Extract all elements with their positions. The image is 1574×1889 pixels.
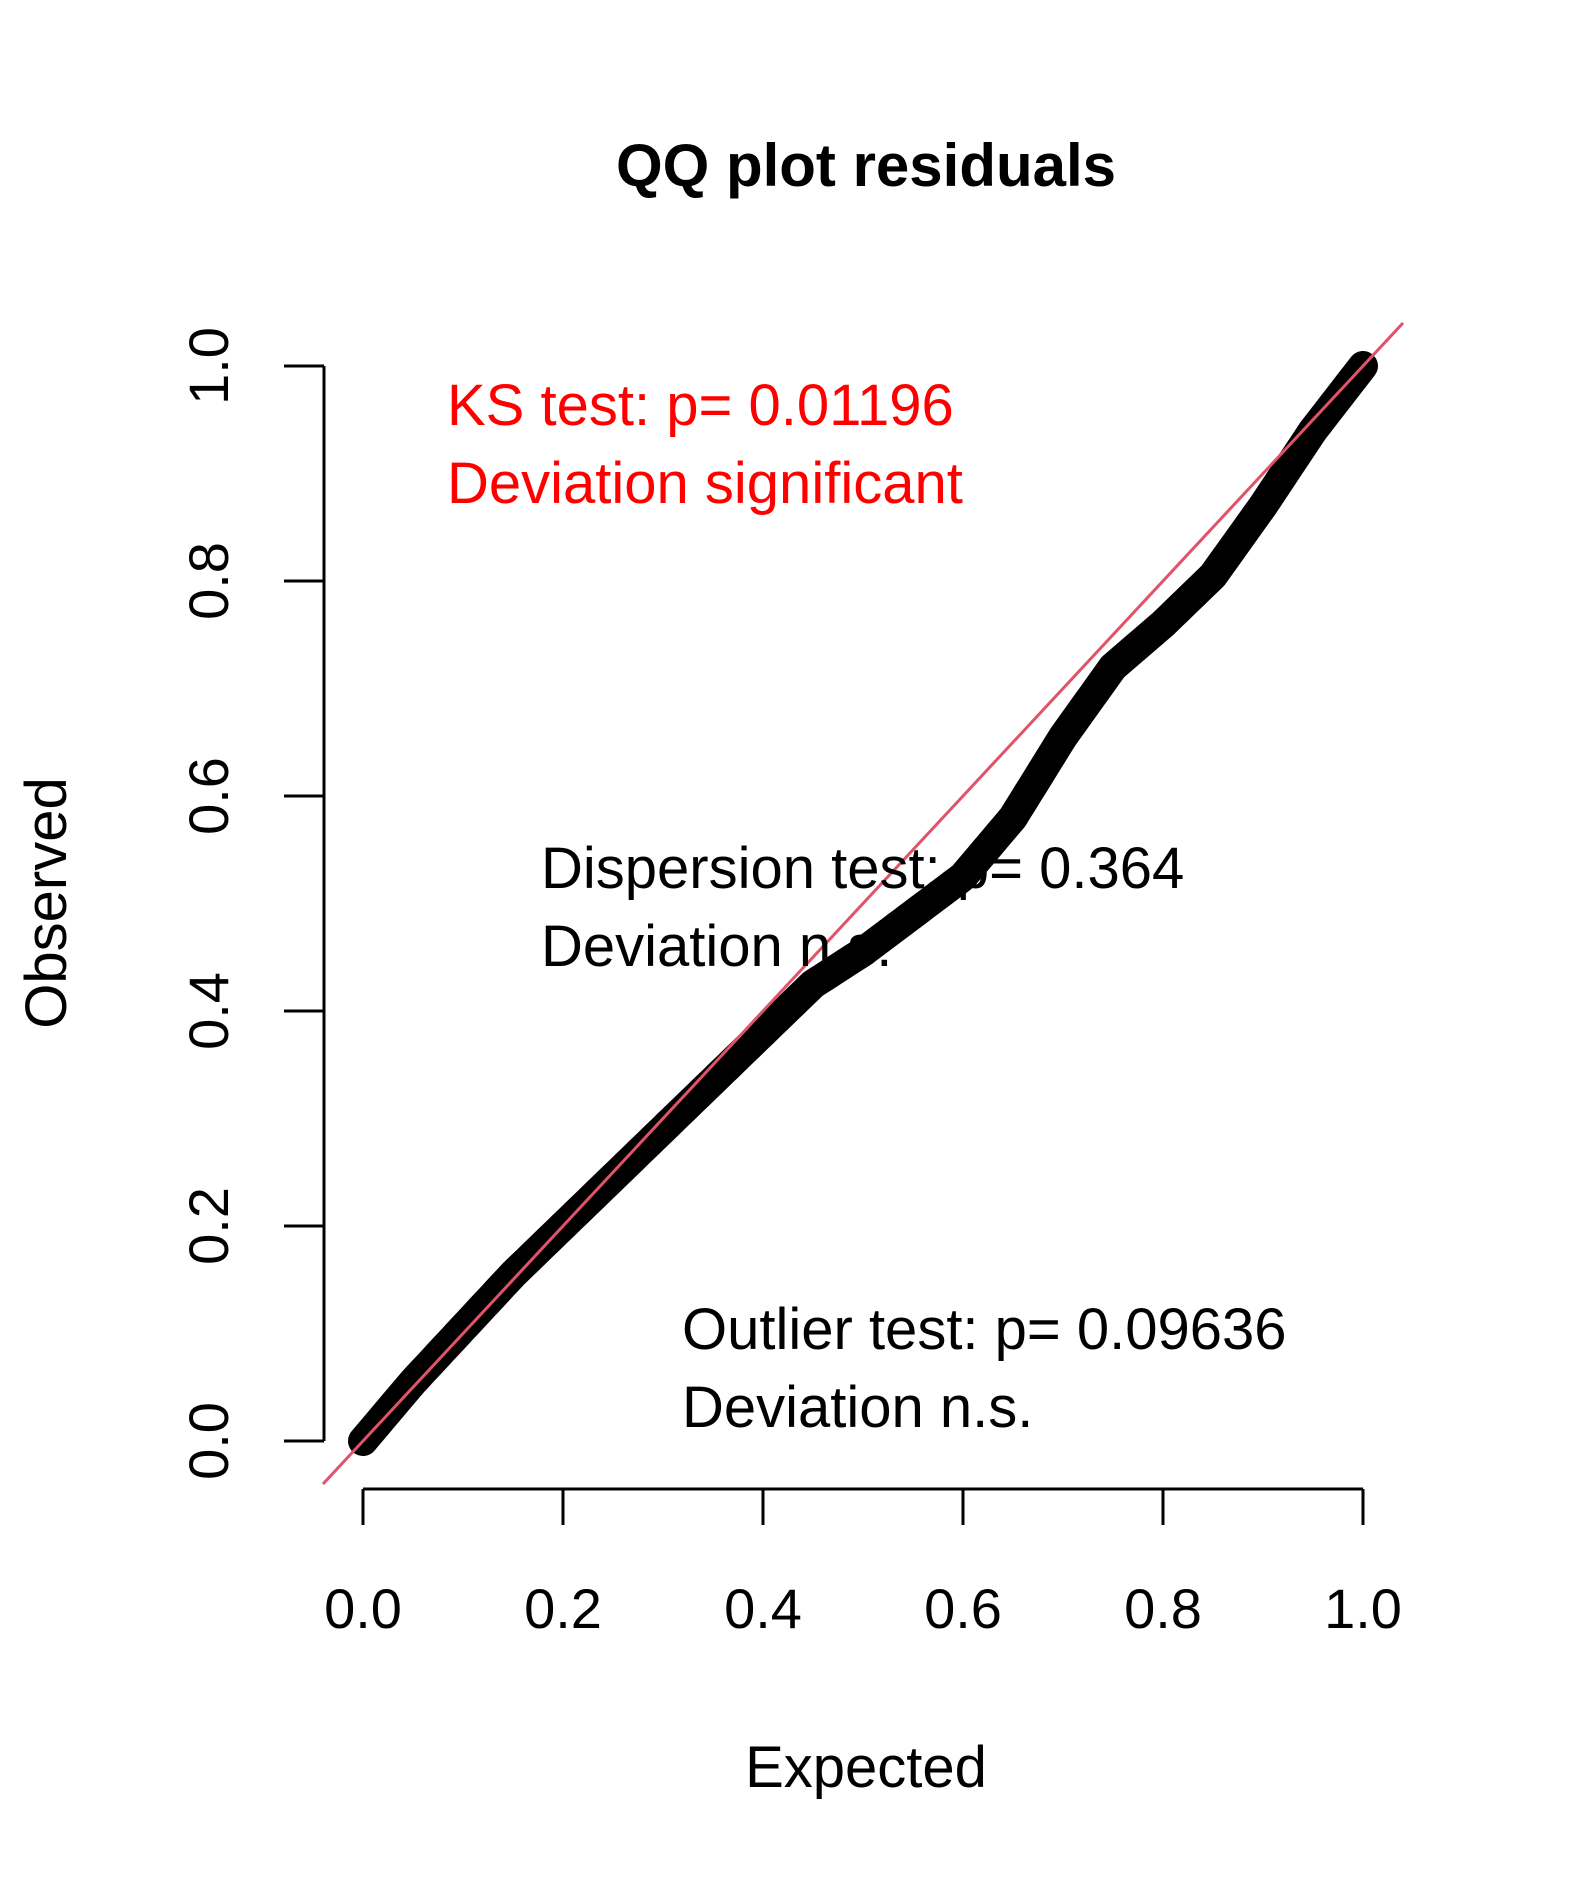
chart-title: QQ plot residuals (616, 132, 1116, 199)
data-point (599, 1163, 627, 1192)
plot-area (321, 321, 1405, 1486)
annotation-line: KS test: p= 0.01196 (447, 373, 954, 438)
data-point (1249, 491, 1277, 520)
data-point (399, 1367, 427, 1396)
y-axis-label: Observed (14, 777, 79, 1028)
y-tick-label: 1.0 (177, 327, 240, 405)
data-point (1049, 722, 1077, 751)
y-tick-label: 0.0 (177, 1402, 240, 1480)
data-point (699, 1066, 727, 1095)
data-point (999, 803, 1027, 832)
data-point (949, 862, 977, 891)
data-point (649, 1115, 677, 1144)
data-point (1149, 610, 1177, 638)
annotation-line: Deviation significant (447, 451, 963, 516)
data-point (849, 937, 877, 966)
x-tick-label: 0.4 (724, 1577, 802, 1640)
annotation-line: Deviation n.s. (541, 914, 892, 979)
data-point (449, 1314, 477, 1343)
data-point (1099, 653, 1127, 681)
x-tick-label: 0.8 (1124, 1577, 1202, 1640)
x-tick-label: 1.0 (1324, 1577, 1402, 1640)
data-point (499, 1260, 527, 1289)
data-point (899, 900, 927, 929)
data-point (1299, 416, 1327, 445)
x-tick-label: 0.0 (324, 1577, 402, 1640)
y-tick-label: 0.4 (177, 972, 240, 1050)
axes: 0.0 0.2 0.4 0.6 0.8 1.0 0.0 0.2 0.4 0.6 0.8 1.0 (177, 327, 1402, 1640)
x-ticks: 0.0 0.2 0.4 0.6 0.8 1.0 (324, 1489, 1402, 1640)
x-tick-label: 0.2 (524, 1577, 602, 1640)
x-tick-label: 0.6 (924, 1577, 1002, 1640)
x-axis-label: Expected (745, 1735, 987, 1800)
data-point (1199, 561, 1227, 590)
data-point (749, 1018, 777, 1047)
annotations: KS test: p= 0.01196 Deviation significant… (447, 373, 1287, 1440)
data-point (799, 970, 827, 999)
y-tick-label: 0.2 (177, 1187, 240, 1265)
reference-line (321, 321, 1405, 1486)
annotation-line: Deviation n.s. (682, 1375, 1033, 1440)
y-ticks: 0.0 0.2 0.4 0.6 0.8 1.0 (177, 327, 324, 1480)
annotation-line: Dispersion test: p= 0.364 (541, 836, 1184, 901)
annotation-line: Outlier test: p= 0.09636 (682, 1297, 1287, 1362)
y-tick-label: 0.8 (177, 542, 240, 620)
y-tick-label: 0.6 (177, 757, 240, 835)
